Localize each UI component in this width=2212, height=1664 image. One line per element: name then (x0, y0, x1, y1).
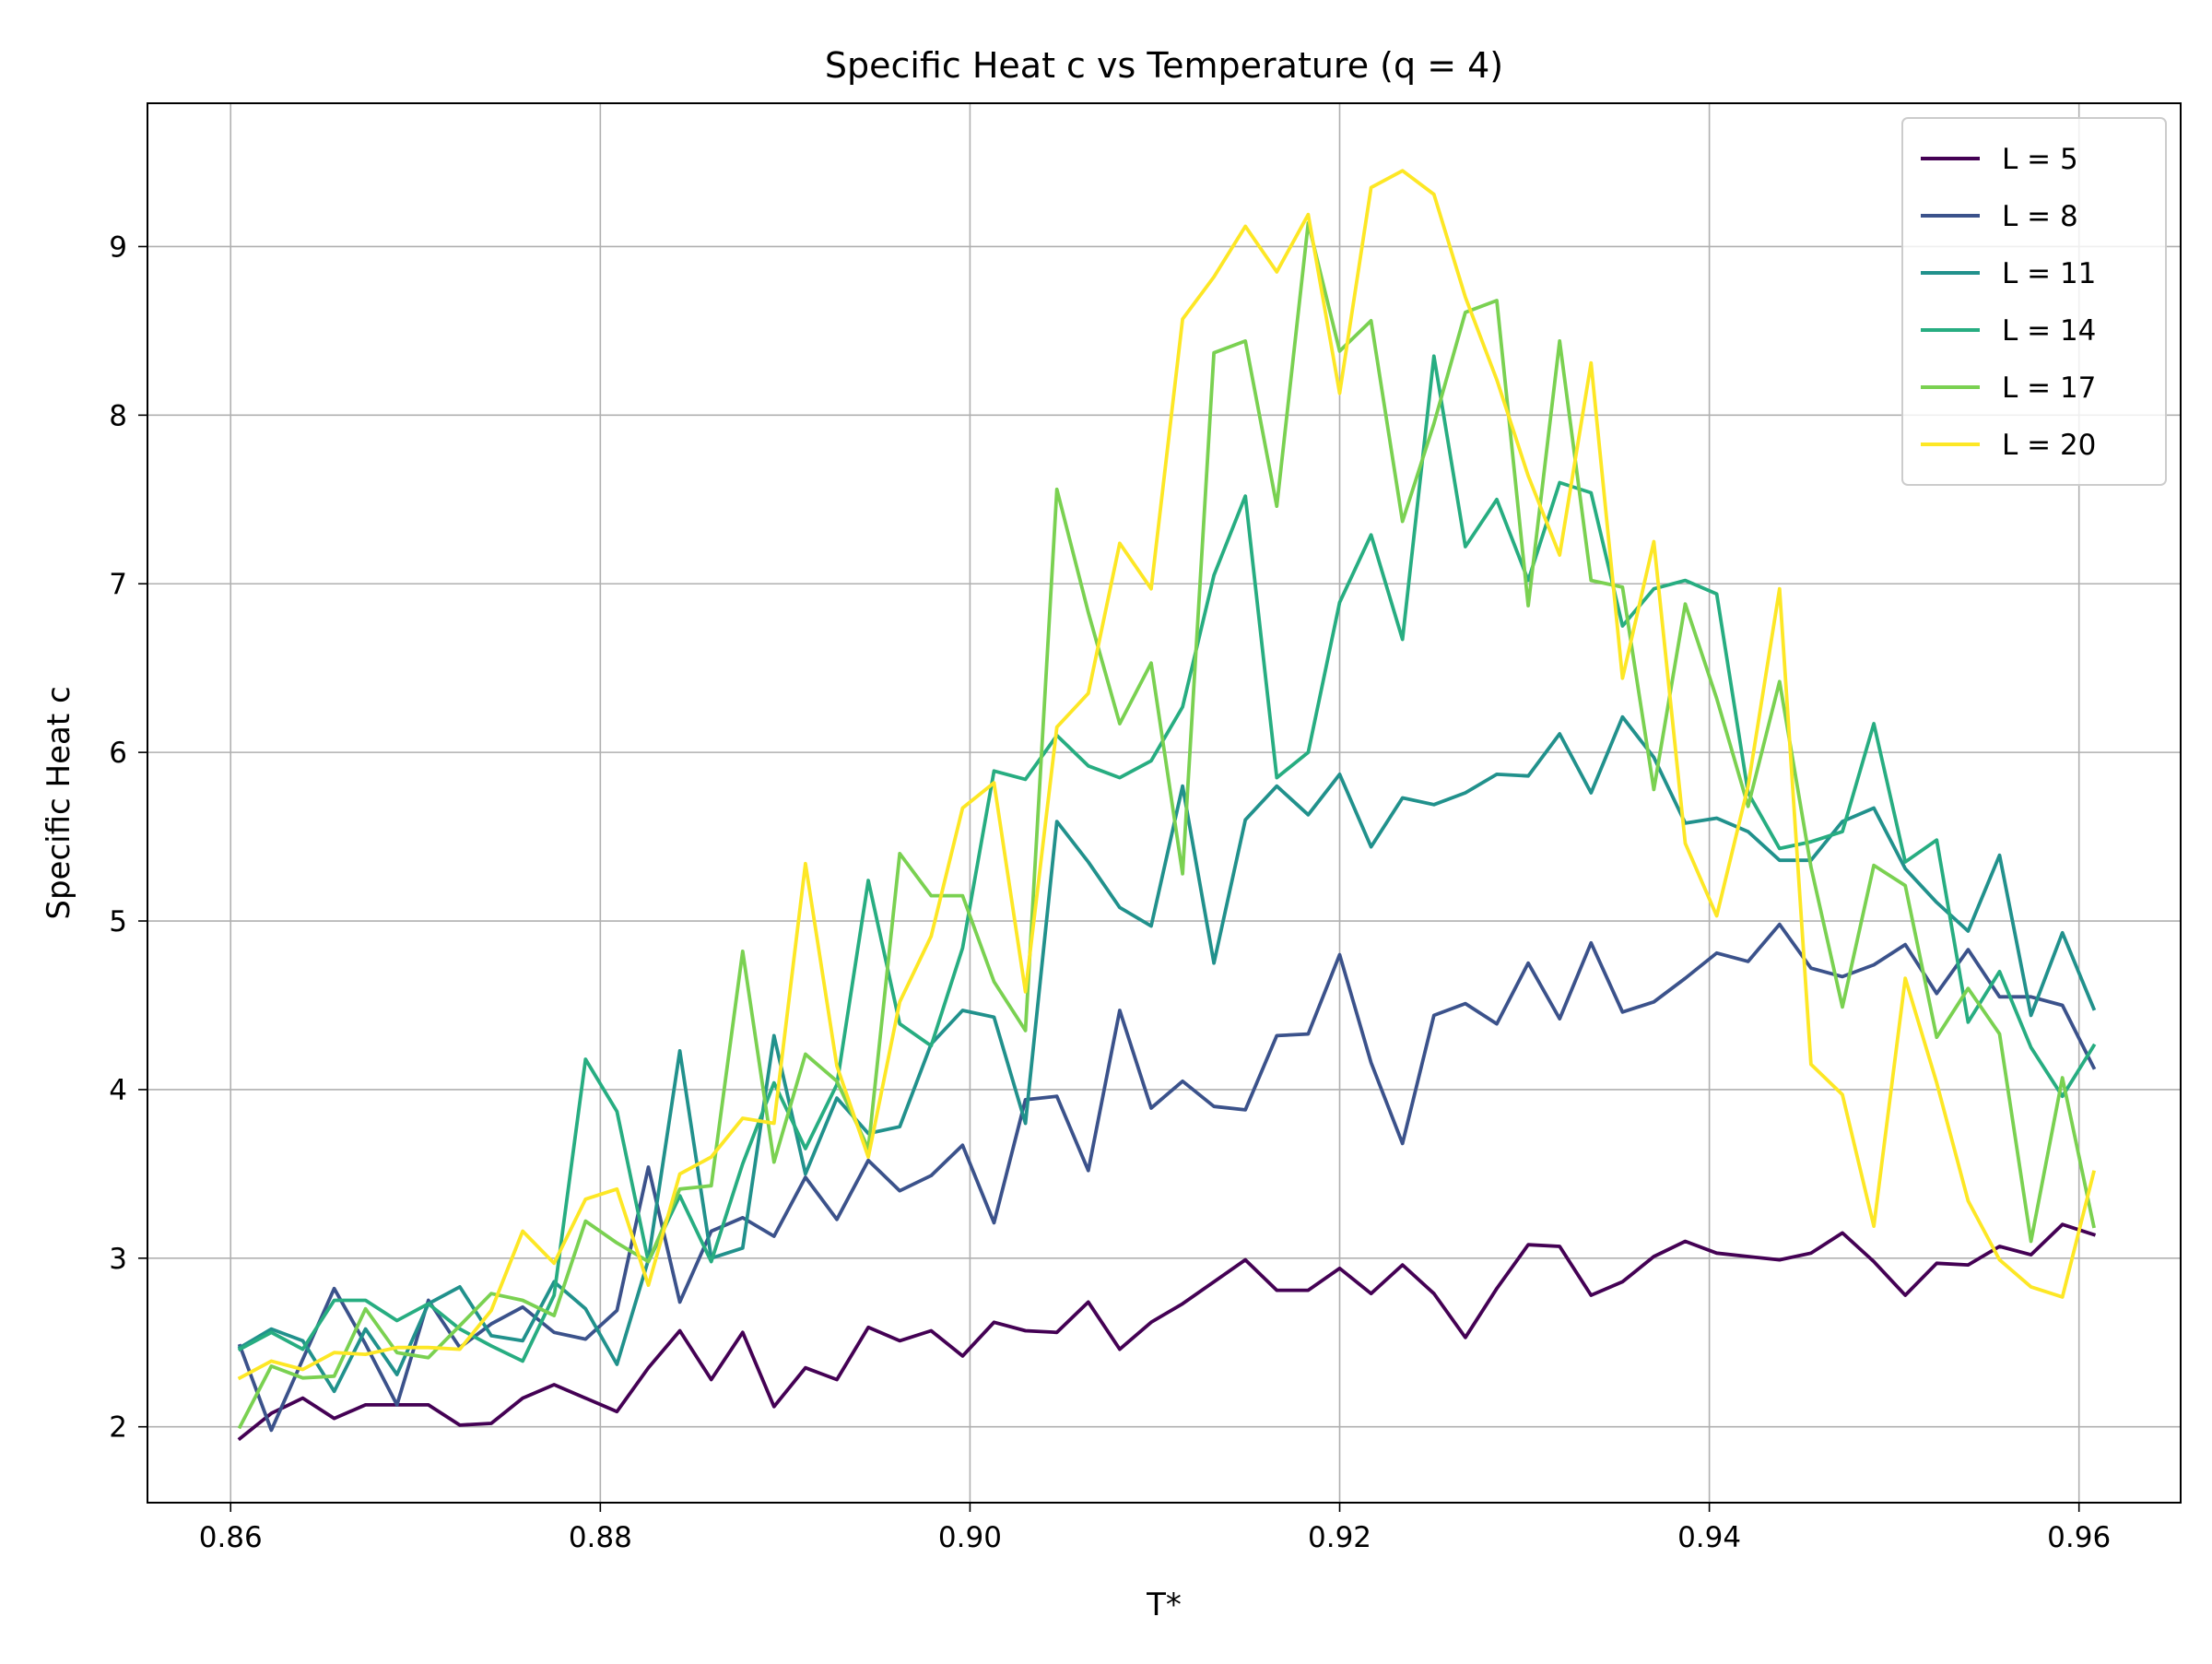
legend-label: L = 20 (2002, 429, 2096, 462)
y-tick-label: 4 (109, 1074, 127, 1107)
series-line (237, 354, 2097, 1363)
axis-ticks: 0.86 0.88 0.90 0.92 0.94 0.96 2 3 4 5 6 7 8 9 (109, 230, 2111, 1554)
x-axis-label: T* (1146, 1587, 1182, 1623)
y-tick-label: 3 (109, 1243, 127, 1276)
series-line (237, 220, 2096, 1430)
y-tick-label: 6 (109, 737, 127, 770)
y-tick-label: 2 (109, 1411, 127, 1445)
series-line (237, 922, 2097, 1433)
y-axis-label: Specific Heat c (41, 686, 77, 919)
x-tick-label: 0.96 (2047, 1521, 2111, 1554)
x-tick-label: 0.94 (1677, 1521, 1741, 1554)
legend-label: L = 11 (2002, 257, 2096, 290)
x-tick-label: 0.88 (569, 1521, 632, 1554)
legend-label: L = 17 (2002, 372, 2096, 405)
series-line (237, 714, 2097, 1394)
legend-label: L = 8 (2002, 200, 2078, 233)
x-tick-label: 0.92 (1308, 1521, 1371, 1554)
y-tick-label: 5 (109, 905, 127, 938)
chart-title: Specific Heat c vs Temperature (q = 4) (825, 45, 1503, 86)
legend-label: L = 14 (2002, 314, 2096, 348)
legend-box (1901, 117, 2167, 486)
axes-frame (147, 102, 2182, 1504)
series-lines (237, 169, 2097, 1442)
x-tick-label: 0.86 (199, 1521, 263, 1554)
series-line (237, 1222, 2097, 1442)
y-tick-label: 9 (109, 230, 127, 264)
y-tick-label: 7 (109, 568, 127, 601)
y-tick-label: 8 (109, 399, 127, 432)
legend: L = 5 L = 8 L = 11 L = 14 L = 17 L = 20 (1901, 117, 2167, 486)
legend-label: L = 5 (2002, 143, 2078, 176)
x-tick-label: 0.90 (938, 1521, 1002, 1554)
series-line (237, 169, 2097, 1381)
